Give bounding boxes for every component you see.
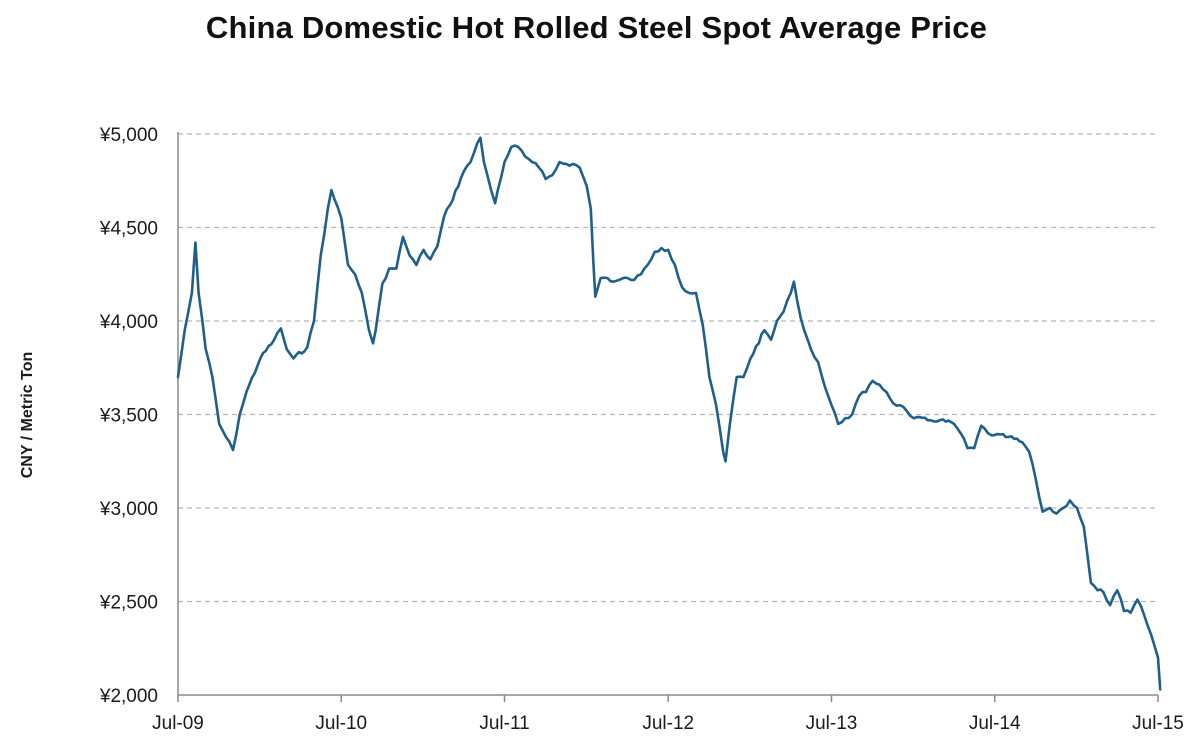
gridlines — [178, 133, 1158, 603]
x-tick-labels: Jul-09 Jul-10 Jul-11 Jul-12 Jul-13 Jul-14 Jul-… — [152, 713, 1184, 734]
x-tick-label-Jul-09: Jul-09 — [152, 713, 204, 734]
x-tick-label-Jul-11: Jul-11 — [479, 713, 529, 734]
y-axis-title: CNY / Metric Ton — [19, 352, 36, 479]
x-tick-label-Jul-13: Jul-13 — [806, 713, 858, 734]
y-tick-label-3500: ¥3,500 — [99, 406, 158, 427]
y-tick-label-4500: ¥4,500 — [99, 219, 158, 240]
x-tick-label-Jul-14: Jul-14 — [969, 713, 1021, 734]
series-layer — [176, 136, 1162, 691]
y-tick-label-3000: ¥3,000 — [99, 499, 158, 520]
y-tick-label-2000: ¥2,000 — [99, 686, 158, 707]
x-tick-label-Jul-12: Jul-12 — [642, 713, 694, 734]
y-tick-label-5000: ¥5,000 — [99, 125, 158, 146]
price-series-line — [176, 136, 1162, 691]
x-tick-label-Jul-10: Jul-10 — [315, 713, 367, 734]
y-tick-label-2500: ¥2,500 — [99, 593, 158, 614]
y-tick-labels: ¥2,000 ¥2,500 ¥3,000 ¥3,500 ¥4,000 ¥4,500 ¥5,0… — [99, 125, 158, 707]
axes — [177, 132, 1159, 702]
chart-title: China Domestic Hot Rolled Steel Spot Ave… — [205, 10, 988, 45]
x-tick-label-Jul-15: Jul-15 — [1132, 713, 1184, 734]
y-tick-label-4000: ¥4,000 — [99, 312, 158, 333]
